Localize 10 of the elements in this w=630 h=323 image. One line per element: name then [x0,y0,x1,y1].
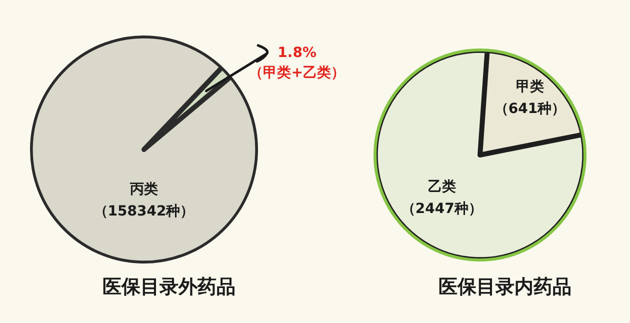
slice-label: 甲类 [516,78,544,95]
slice-label: 乙类 [428,178,456,195]
slice-label: 丙类 [129,181,158,198]
text: （158342种） [94,203,194,220]
data-label: （2447种） [401,200,482,217]
slice-label: （甲类+乙类） [249,65,345,82]
data-label: （641种） [494,100,566,117]
text: 医保目录内药品 [438,276,572,298]
text: 医保目录外药品 [102,276,236,298]
data-label: 1.8% [278,45,316,62]
